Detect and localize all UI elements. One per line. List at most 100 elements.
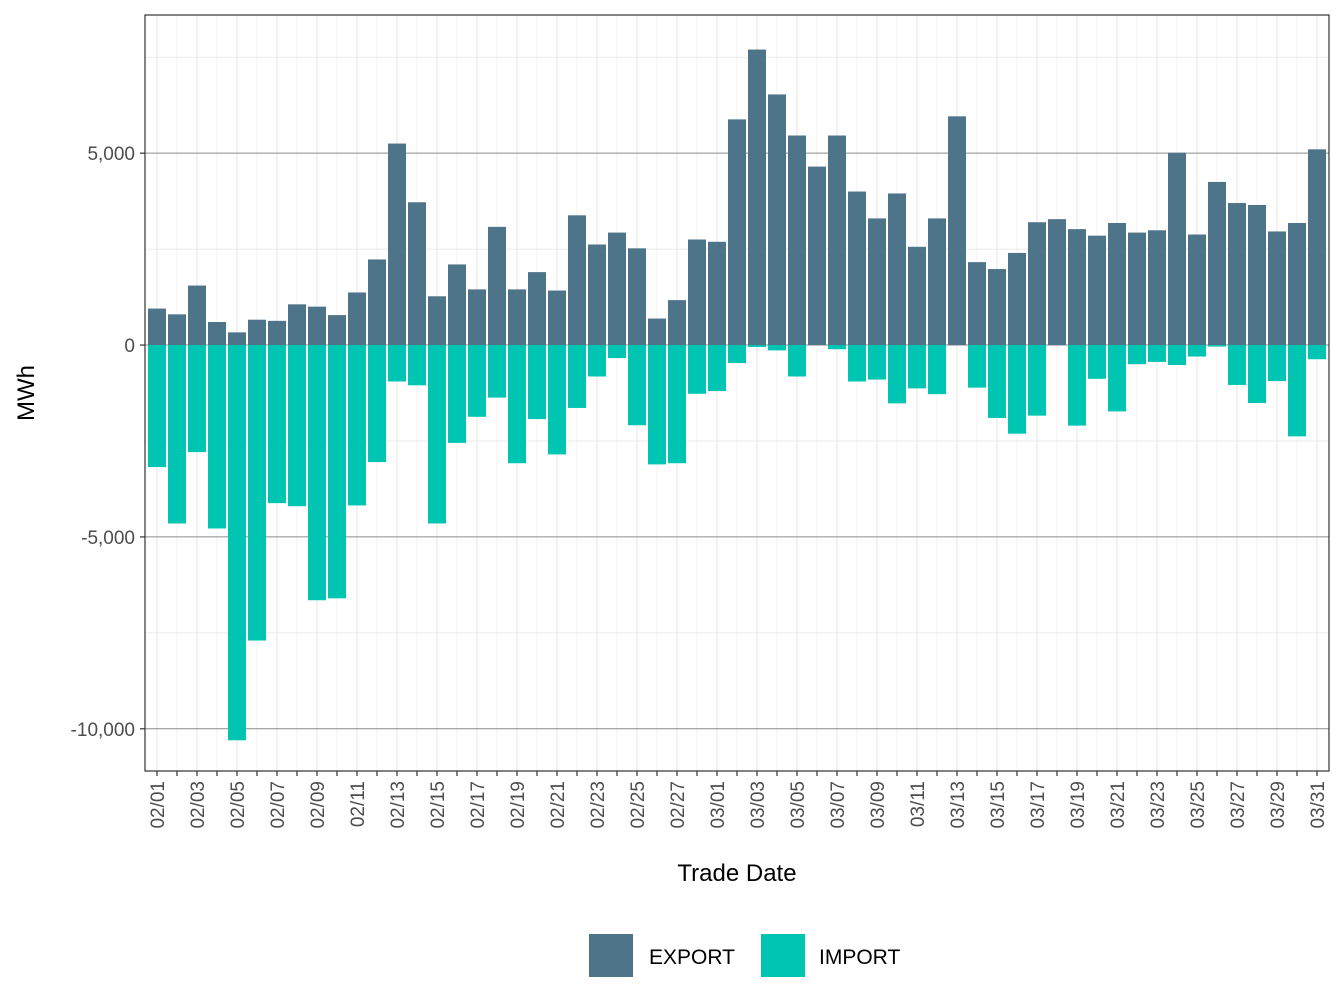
bar-import-02-17	[468, 345, 486, 417]
x-tick-label: 02/01	[148, 781, 169, 829]
bar-import-02-09	[308, 345, 326, 601]
bar-export-03-30	[1288, 222, 1306, 346]
bar-export-03-12	[928, 218, 946, 346]
x-tick-label: 03/17	[1028, 781, 1049, 829]
x-tick-label: 03/09	[868, 781, 889, 829]
bar-import-03-23	[1148, 345, 1166, 362]
bar-import-02-07	[268, 345, 286, 504]
bar-import-03-11	[908, 345, 926, 389]
x-tick-label: 03/07	[828, 781, 849, 829]
bar-export-03-22	[1128, 232, 1146, 346]
bar-import-02-18	[488, 345, 506, 398]
legend: EXPORT IMPORT	[589, 934, 900, 977]
x-tick-label: 02/09	[308, 781, 329, 829]
bar-export-03-16	[1008, 252, 1026, 346]
x-tick-label: 03/11	[908, 781, 929, 827]
bar-export-03-06	[808, 166, 826, 346]
bar-import-03-03	[748, 345, 766, 347]
legend-label-export: EXPORT	[649, 946, 735, 969]
bar-import-02-05	[228, 345, 246, 741]
bar-import-02-11	[348, 345, 366, 506]
bars	[148, 49, 1326, 741]
bar-export-03-17	[1028, 222, 1046, 346]
bar-import-02-15	[428, 345, 446, 524]
bar-import-02-04	[208, 345, 226, 529]
x-tick-label: 02/05	[228, 781, 249, 829]
bar-import-02-24	[608, 345, 626, 359]
bar-export-02-20	[528, 272, 546, 346]
bar-import-02-13	[388, 345, 406, 382]
bar-export-03-31	[1308, 149, 1326, 346]
bar-import-02-28	[688, 345, 706, 394]
bar-import-03-01	[708, 345, 726, 392]
bar-export-02-05	[228, 332, 246, 346]
legend-key-import	[761, 934, 805, 977]
x-tick-label: 02/21	[548, 781, 569, 829]
bar-export-02-22	[568, 215, 586, 346]
bar-export-03-25	[1188, 234, 1206, 346]
bar-export-03-28	[1248, 204, 1266, 346]
x-tick-label: 03/19	[1068, 781, 1089, 829]
x-tick-label: 02/13	[388, 781, 409, 829]
bar-export-02-01	[148, 308, 166, 346]
bar-import-03-27	[1228, 345, 1246, 385]
axes: -10,000 -5,000 0 5,000 02/01 02/03 02/05 02/07 0…	[71, 144, 1329, 828]
bar-import-02-03	[188, 345, 206, 453]
bar-import-02-27	[668, 345, 686, 464]
bar-import-03-05	[788, 345, 806, 377]
bar-import-03-09	[868, 345, 886, 380]
bar-export-02-18	[488, 226, 506, 346]
bar-export-03-08	[848, 191, 866, 346]
bar-export-03-07	[828, 135, 846, 346]
bar-import-03-12	[928, 345, 946, 395]
bar-import-03-29	[1268, 345, 1286, 382]
bar-export-02-28	[688, 239, 706, 346]
bar-export-03-23	[1148, 230, 1166, 346]
bar-import-03-10	[888, 345, 906, 404]
bar-import-03-08	[848, 345, 866, 382]
x-tick-label: 03/13	[948, 781, 969, 829]
bar-import-03-31	[1308, 345, 1326, 360]
bar-import-03-26	[1208, 345, 1226, 347]
x-tick-label: 03/21	[1108, 781, 1129, 829]
bar-import-02-26	[648, 345, 666, 465]
bar-import-02-16	[448, 345, 466, 443]
bar-import-02-12	[368, 345, 386, 463]
bar-import-02-14	[408, 345, 426, 386]
bar-export-02-08	[288, 304, 306, 346]
bar-import-02-10	[328, 345, 346, 599]
bar-import-02-02	[168, 345, 186, 524]
bar-import-02-25	[628, 345, 646, 426]
bar-import-03-14	[968, 345, 986, 388]
x-tick-label: 03/27	[1228, 781, 1249, 829]
x-tick-label: 02/15	[428, 781, 449, 829]
bar-export-02-09	[308, 306, 326, 346]
bar-export-03-10	[888, 193, 906, 346]
x-tick-label: 03/31	[1308, 781, 1329, 829]
bar-export-03-24	[1168, 152, 1186, 346]
y-tick-label: -5,000	[81, 528, 135, 549]
y-tick-label: 5,000	[87, 144, 135, 165]
y-axis-title: MWh	[13, 365, 40, 421]
y-tick-label: 0	[124, 336, 135, 357]
bar-import-02-19	[508, 345, 526, 464]
bar-export-03-26	[1208, 181, 1226, 346]
bar-import-03-24	[1168, 345, 1186, 365]
bar-export-02-10	[328, 315, 346, 346]
bar-import-03-20	[1088, 345, 1106, 379]
bar-import-02-21	[548, 345, 566, 455]
bar-export-03-05	[788, 135, 806, 346]
bar-import-03-30	[1288, 345, 1306, 437]
bar-import-03-07	[828, 345, 846, 350]
bar-import-03-28	[1248, 345, 1266, 403]
bar-import-02-20	[528, 345, 546, 420]
bar-export-02-24	[608, 232, 626, 346]
x-tick-label: 02/25	[628, 781, 649, 829]
bar-import-03-19	[1068, 345, 1086, 426]
bar-export-02-23	[588, 244, 606, 346]
bar-export-03-09	[868, 218, 886, 346]
bar-export-02-07	[268, 320, 286, 346]
bar-export-02-06	[248, 319, 266, 346]
x-tick-label: 03/15	[988, 781, 1009, 829]
x-tick-label: 03/25	[1188, 781, 1209, 829]
